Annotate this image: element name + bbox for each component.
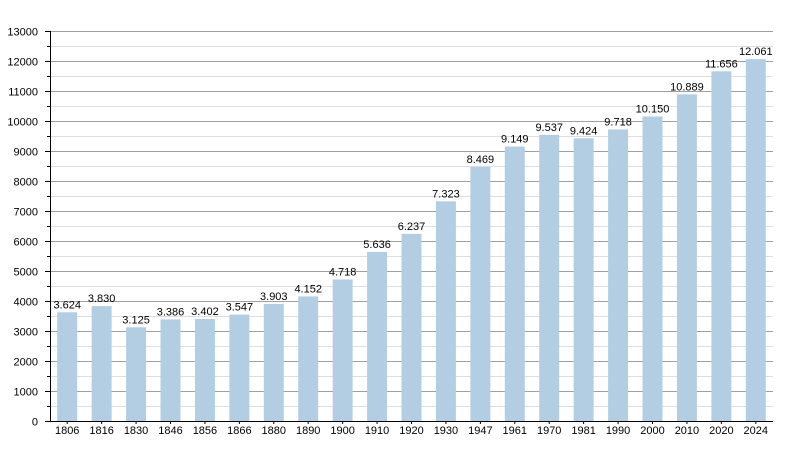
x-tick-label: 2020 bbox=[709, 425, 733, 437]
bar bbox=[263, 303, 284, 421]
data-label: 4.718 bbox=[329, 266, 357, 278]
y-tick-label: 1000 bbox=[14, 387, 38, 399]
bar bbox=[332, 279, 353, 421]
y-tick-label: 13000 bbox=[7, 27, 38, 39]
axes: 0 1000 2000 3000 4000 5000 6000 7000 8000 9000 100… bbox=[7, 27, 773, 437]
bar bbox=[573, 138, 594, 421]
bar bbox=[160, 319, 181, 421]
bar bbox=[57, 312, 78, 421]
bar bbox=[539, 134, 560, 421]
x-tick-label: 1866 bbox=[227, 425, 251, 437]
data-label: 3.125 bbox=[122, 314, 150, 326]
x-tick-label: 1806 bbox=[55, 425, 79, 437]
bar bbox=[608, 129, 629, 421]
y-tick-label: 9000 bbox=[14, 147, 38, 159]
x-tick-label: 1981 bbox=[571, 425, 595, 437]
data-label: 9.149 bbox=[501, 134, 529, 146]
bar bbox=[676, 94, 697, 421]
bar bbox=[745, 59, 766, 422]
data-label: 9.718 bbox=[604, 116, 632, 128]
data-label: 6.237 bbox=[398, 221, 426, 233]
x-tick-label: 1910 bbox=[365, 425, 389, 437]
x-tick-label: 1846 bbox=[158, 425, 182, 437]
bar bbox=[126, 327, 147, 421]
bar bbox=[504, 146, 525, 421]
y-tick-label: 10000 bbox=[7, 117, 38, 129]
x-tick-label: 2000 bbox=[640, 425, 664, 437]
data-label: 3.402 bbox=[191, 306, 219, 318]
data-label: 4.152 bbox=[294, 283, 322, 295]
data-label: 10.889 bbox=[670, 81, 704, 93]
data-label: 5.636 bbox=[363, 239, 391, 251]
y-tick-label: 6000 bbox=[14, 237, 38, 249]
data-label: 9.537 bbox=[535, 122, 563, 134]
y-tick-label: 2000 bbox=[14, 357, 38, 369]
bar bbox=[642, 116, 663, 421]
bar bbox=[194, 318, 215, 421]
x-tick-label: 1920 bbox=[399, 425, 423, 437]
data-label: 12.061 bbox=[739, 46, 773, 58]
bar bbox=[401, 233, 422, 421]
x-tick-label: 2010 bbox=[675, 425, 699, 437]
data-labels: 3.624 3.830 3.125 3.386 3.402 3.547 3.903 4.152… bbox=[53, 46, 772, 326]
x-tick-label: 1880 bbox=[262, 425, 286, 437]
bar bbox=[91, 306, 112, 421]
data-label: 3.830 bbox=[88, 293, 116, 305]
bar bbox=[711, 71, 732, 421]
y-tick-label: 8000 bbox=[14, 177, 38, 189]
y-tick-label: 3000 bbox=[14, 327, 38, 339]
bar bbox=[298, 296, 319, 421]
data-label: 3.547 bbox=[226, 302, 254, 314]
x-tick-label: 2024 bbox=[744, 425, 768, 437]
x-tick-label: 1990 bbox=[606, 425, 630, 437]
data-label: 7.323 bbox=[432, 188, 460, 200]
bar bbox=[435, 201, 456, 421]
data-label: 3.386 bbox=[157, 306, 185, 318]
y-tick-label: 0 bbox=[32, 417, 38, 429]
bars bbox=[57, 59, 766, 422]
y-tick-label: 4000 bbox=[14, 297, 38, 309]
data-label: 8.469 bbox=[467, 154, 495, 166]
x-tick-label: 1961 bbox=[503, 425, 527, 437]
y-tick-label: 12000 bbox=[7, 57, 38, 69]
data-label: 11.656 bbox=[705, 58, 738, 70]
y-tick-label: 5000 bbox=[14, 267, 38, 279]
y-tick-label: 11000 bbox=[8, 87, 38, 99]
y-tick-label: 7000 bbox=[14, 207, 38, 219]
bar bbox=[229, 314, 250, 421]
data-label: 10.150 bbox=[636, 104, 670, 116]
x-tick-label: 1947 bbox=[468, 425, 492, 437]
data-label: 3.903 bbox=[260, 291, 288, 303]
x-tick-label: 1930 bbox=[434, 425, 458, 437]
x-tick-label: 1970 bbox=[537, 425, 561, 437]
data-label: 3.624 bbox=[53, 299, 81, 311]
x-tick-label: 1816 bbox=[89, 425, 113, 437]
bar bbox=[470, 166, 491, 421]
x-tick-label: 1856 bbox=[193, 425, 217, 437]
data-label: 9.424 bbox=[570, 125, 598, 137]
x-tick-label: 1900 bbox=[330, 425, 354, 437]
x-tick-label: 1890 bbox=[296, 425, 320, 437]
x-tick-label: 1830 bbox=[124, 425, 148, 437]
bar bbox=[367, 251, 388, 421]
